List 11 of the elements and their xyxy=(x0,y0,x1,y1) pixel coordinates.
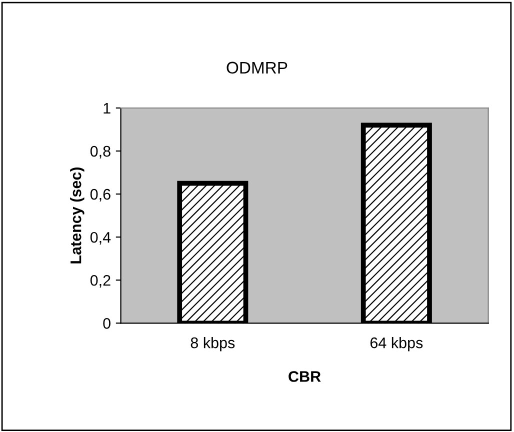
x-tick-label: 64 kbps xyxy=(370,337,423,352)
y-tick-label: 0,8 xyxy=(90,146,110,159)
x-tick-label: 8 kbps xyxy=(190,337,235,352)
chart-title: ODMRP xyxy=(226,62,288,74)
y-tick-label: 0,6 xyxy=(90,188,110,202)
y-tick-label: 1 xyxy=(104,103,110,114)
y-tick-label: 0,2 xyxy=(90,274,110,288)
y-axis-title: Latency (sec) xyxy=(70,168,84,264)
y-tick-label: 0 xyxy=(103,318,110,329)
y-tick-label: 0,4 xyxy=(90,232,111,245)
x-axis-title: CBR xyxy=(288,371,321,382)
